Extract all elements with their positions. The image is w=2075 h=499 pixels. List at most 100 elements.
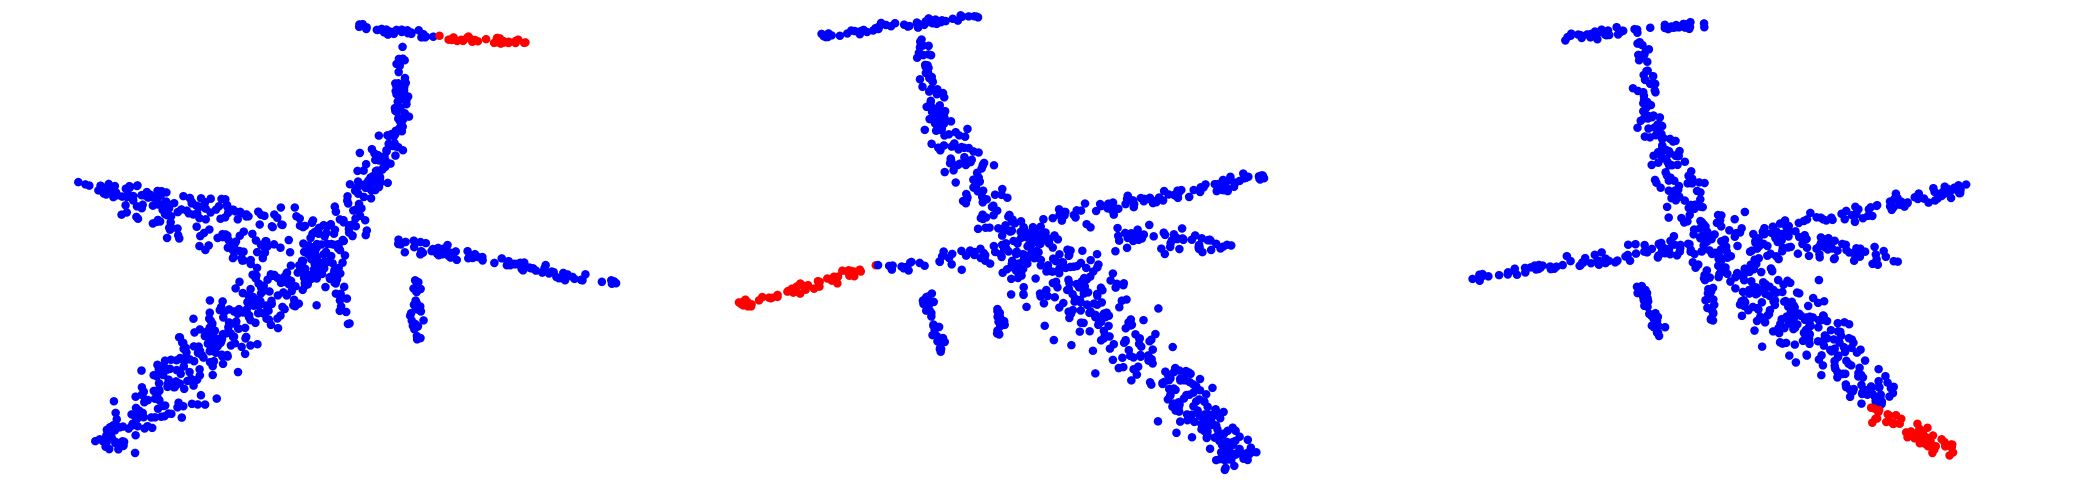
point [234,307,243,316]
point [973,224,983,234]
point [1815,253,1824,262]
highlighted-point [766,293,776,303]
point [1829,335,1839,344]
point [1749,282,1758,291]
point [1091,206,1101,216]
point [1185,377,1194,387]
point [285,247,295,257]
point [309,265,319,274]
point [444,251,453,261]
point [358,19,367,29]
highlighted-point [1940,442,1950,451]
point [990,190,1000,199]
point [137,366,146,375]
point [1800,230,1809,240]
point [1670,176,1679,186]
point [351,221,361,231]
point [1011,249,1021,259]
point [824,29,833,38]
point [1778,287,1787,297]
point [1785,351,1794,360]
point [400,247,410,257]
point [1114,363,1124,373]
point [1891,189,1901,198]
point [985,259,995,268]
point [1147,335,1156,344]
point [195,371,205,380]
point [1686,200,1696,210]
point [923,292,933,301]
point [1790,340,1800,349]
point [1816,233,1826,242]
point [915,258,924,268]
point [1885,392,1894,401]
point [1048,278,1058,288]
point [1049,335,1059,345]
point [1168,342,1177,352]
point [609,277,619,286]
point [1066,309,1076,319]
point [335,245,345,255]
point [1181,368,1190,378]
point [131,430,140,440]
point [1644,124,1653,133]
point [408,321,418,331]
point [1696,234,1705,243]
point [470,249,480,259]
point [1211,455,1221,465]
point [1475,276,1484,286]
point [1075,327,1085,336]
point [1259,173,1269,183]
point [1717,236,1726,246]
point [947,249,957,259]
point [1769,285,1778,295]
point [381,156,390,165]
point [1706,305,1716,314]
point [1099,309,1109,318]
point [247,295,256,305]
point [1841,380,1851,389]
point [1106,276,1115,285]
point [1842,356,1851,366]
point [221,230,230,239]
point [195,325,205,334]
point [920,60,930,70]
point [1805,320,1815,329]
point [339,282,349,292]
point [391,151,400,160]
point [1633,123,1642,133]
highlighted-point [1937,434,1946,444]
point [1656,238,1666,248]
point [1169,384,1179,393]
point [192,222,201,231]
point [1076,297,1085,307]
point [1172,428,1181,438]
point [335,296,345,305]
point [1039,299,1049,308]
highlighted-point [1895,419,1905,429]
point [1745,247,1755,256]
point [1131,330,1140,339]
point [252,247,262,257]
point [287,286,296,296]
point [383,178,392,188]
point [1660,322,1670,332]
point [1093,263,1102,272]
point [1597,25,1606,34]
point [334,263,343,273]
point [1651,88,1660,97]
point [388,141,397,151]
point [1175,417,1185,426]
point [1731,228,1741,238]
point [374,156,384,165]
point [1793,249,1803,259]
point [1751,289,1761,299]
point [1216,244,1225,253]
point [149,370,158,380]
point [1114,236,1124,245]
point [412,331,422,341]
point [263,242,272,251]
point [131,392,140,401]
point [1740,207,1750,217]
point [172,365,181,375]
